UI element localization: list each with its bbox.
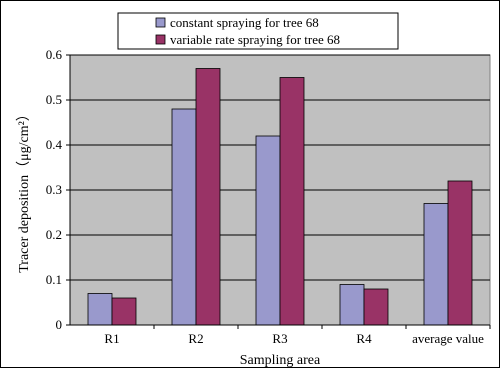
x-tick-label: average value — [412, 331, 484, 346]
x-tick-label: R2 — [188, 331, 203, 346]
y-tick-label: 0.3 — [46, 182, 62, 197]
x-tick-label: R1 — [104, 331, 119, 346]
bars — [87, 68, 473, 326]
legend-label-constant: constant spraying for tree 68 — [170, 15, 319, 30]
legend-label-variable: variable rate spraying for tree 68 — [170, 32, 340, 47]
bar-variable-4 — [447, 180, 473, 326]
y-tick-label: 0.4 — [46, 137, 63, 152]
bar-constant-4 — [423, 203, 449, 326]
y-tick-label: 0.2 — [46, 227, 62, 242]
legend-swatch-variable — [155, 34, 166, 45]
bar-constant-1 — [171, 108, 197, 326]
bar-variable-0 — [111, 297, 137, 326]
bar-variable-1 — [195, 68, 221, 326]
bar-constant-0 — [87, 293, 113, 326]
x-axis-ticks: R1 R2 R3 R4 average value — [104, 325, 491, 346]
y-tick-label: 0.6 — [46, 47, 63, 62]
legend-swatch-constant — [155, 17, 166, 28]
x-tick-label: R4 — [356, 331, 372, 346]
y-axis-title: Tracer deposition（μg/cm²） — [16, 107, 32, 273]
y-tick-label: 0.1 — [46, 272, 62, 287]
bar-variable-3 — [363, 288, 389, 326]
bar-constant-3 — [339, 284, 365, 326]
bar-variable-2 — [279, 77, 305, 326]
legend: constant spraying for tree 68 variable r… — [117, 12, 399, 50]
bar-constant-2 — [255, 135, 281, 326]
y-axis-ticks: 0 0.1 0.2 0.3 0.4 0.5 0.6 — [46, 47, 70, 332]
x-axis-title: Sampling area — [240, 353, 321, 368]
y-tick-label: 0 — [56, 317, 63, 332]
x-tick-label: R3 — [272, 331, 287, 346]
y-tick-label: 0.5 — [46, 92, 62, 107]
